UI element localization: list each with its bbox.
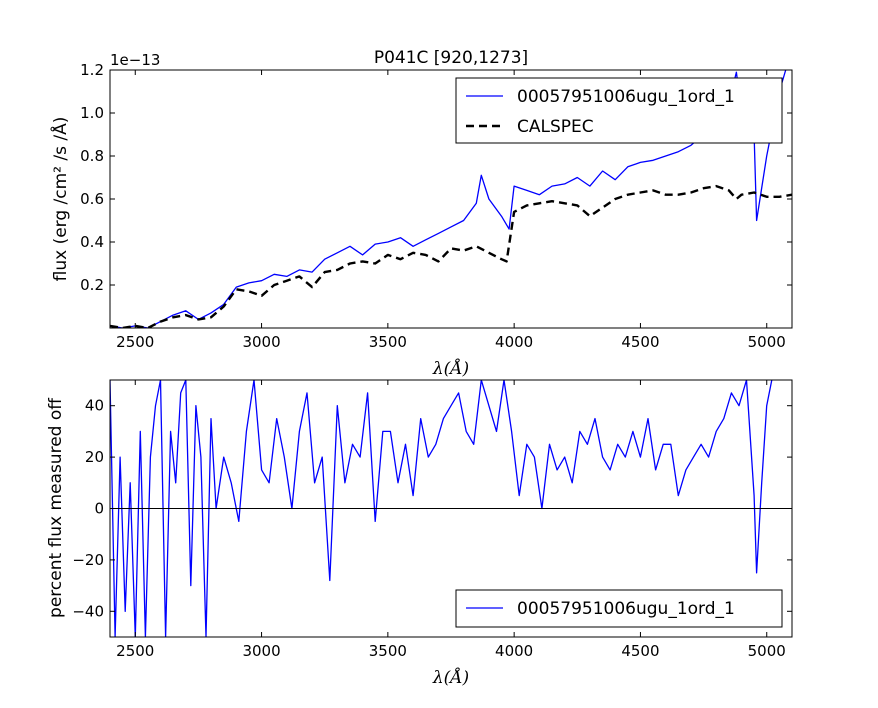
percent-panel: 2500 3000 3500 4000 4500 5000 −40 −20 0 20 40 λ(Å… (46, 379, 793, 688)
flux-y-tick-label: 1.0 (80, 104, 104, 122)
flux-legend-label-calspec: CALSPEC (517, 117, 594, 137)
flux-y-axis-title: flux (erg /cm² /s /Å) (49, 117, 71, 282)
percent-y-tick-label: 0 (94, 500, 104, 518)
percent-y-ticks: −40 −20 0 20 40 (72, 397, 792, 620)
percent-x-tick-label: 4000 (495, 642, 533, 660)
flux-legend: 00057951006ugu_1ord_1 CALSPEC (455, 77, 783, 144)
flux-x-axis-title: λ(Å) (432, 358, 469, 379)
flux-panel: 2500 3000 3500 4000 4500 5000 0.2 0.4 0.6 0.8 1.0… (49, 48, 793, 379)
flux-x-tick-label: 5000 (748, 333, 786, 351)
percent-y-tick-label: 40 (85, 397, 104, 415)
flux-y-tick-label: 0.4 (80, 233, 104, 251)
percent-x-tick-label: 3000 (242, 642, 280, 660)
flux-legend-box (455, 77, 783, 144)
percent-x-tick-label: 4500 (621, 642, 659, 660)
percent-legend: 00057951006ugu_1ord_1 (455, 589, 783, 628)
percent-series-measured-line (110, 380, 773, 637)
flux-y-ticks: 0.2 0.4 0.6 0.8 1.0 1.2 (80, 61, 792, 294)
flux-x-tick-label: 2500 (116, 333, 154, 351)
percent-y-tick-label: 20 (85, 448, 104, 466)
percent-y-axis-title: percent flux measured off (46, 397, 66, 618)
flux-x-tick-label: 4500 (621, 333, 659, 351)
percent-y-tick-label: −20 (72, 551, 104, 569)
flux-y-tick-label: 0.2 (80, 276, 104, 294)
chart-title: P041C [920,1273] (374, 48, 528, 68)
percent-x-tick-label: 3500 (369, 642, 407, 660)
percent-x-axis-title: λ(Å) (432, 667, 469, 688)
flux-y-tick-label: 0.8 (80, 147, 104, 165)
flux-x-tick-label: 3000 (242, 333, 280, 351)
percent-x-ticks: 2500 3000 3500 4000 4500 5000 (116, 380, 786, 660)
flux-y-tick-label: 0.6 (80, 190, 104, 208)
percent-x-tick-label: 2500 (116, 642, 154, 660)
percent-y-tick-label: −40 (72, 602, 104, 620)
flux-x-ticks: 2500 3000 3500 4000 4500 5000 (116, 70, 786, 351)
flux-x-tick-label: 3500 (369, 333, 407, 351)
percent-legend-label: 00057951006ugu_1ord_1 (517, 599, 735, 619)
flux-y-tick-label: 1.2 (80, 61, 104, 79)
y-offset-label: 1e−13 (110, 51, 160, 69)
percent-x-tick-label: 5000 (748, 642, 786, 660)
flux-legend-label-measured: 00057951006ugu_1ord_1 (517, 87, 735, 107)
percent-legend-box (455, 589, 783, 628)
percent-series-group (110, 380, 773, 637)
flux-x-tick-label: 4000 (495, 333, 533, 351)
